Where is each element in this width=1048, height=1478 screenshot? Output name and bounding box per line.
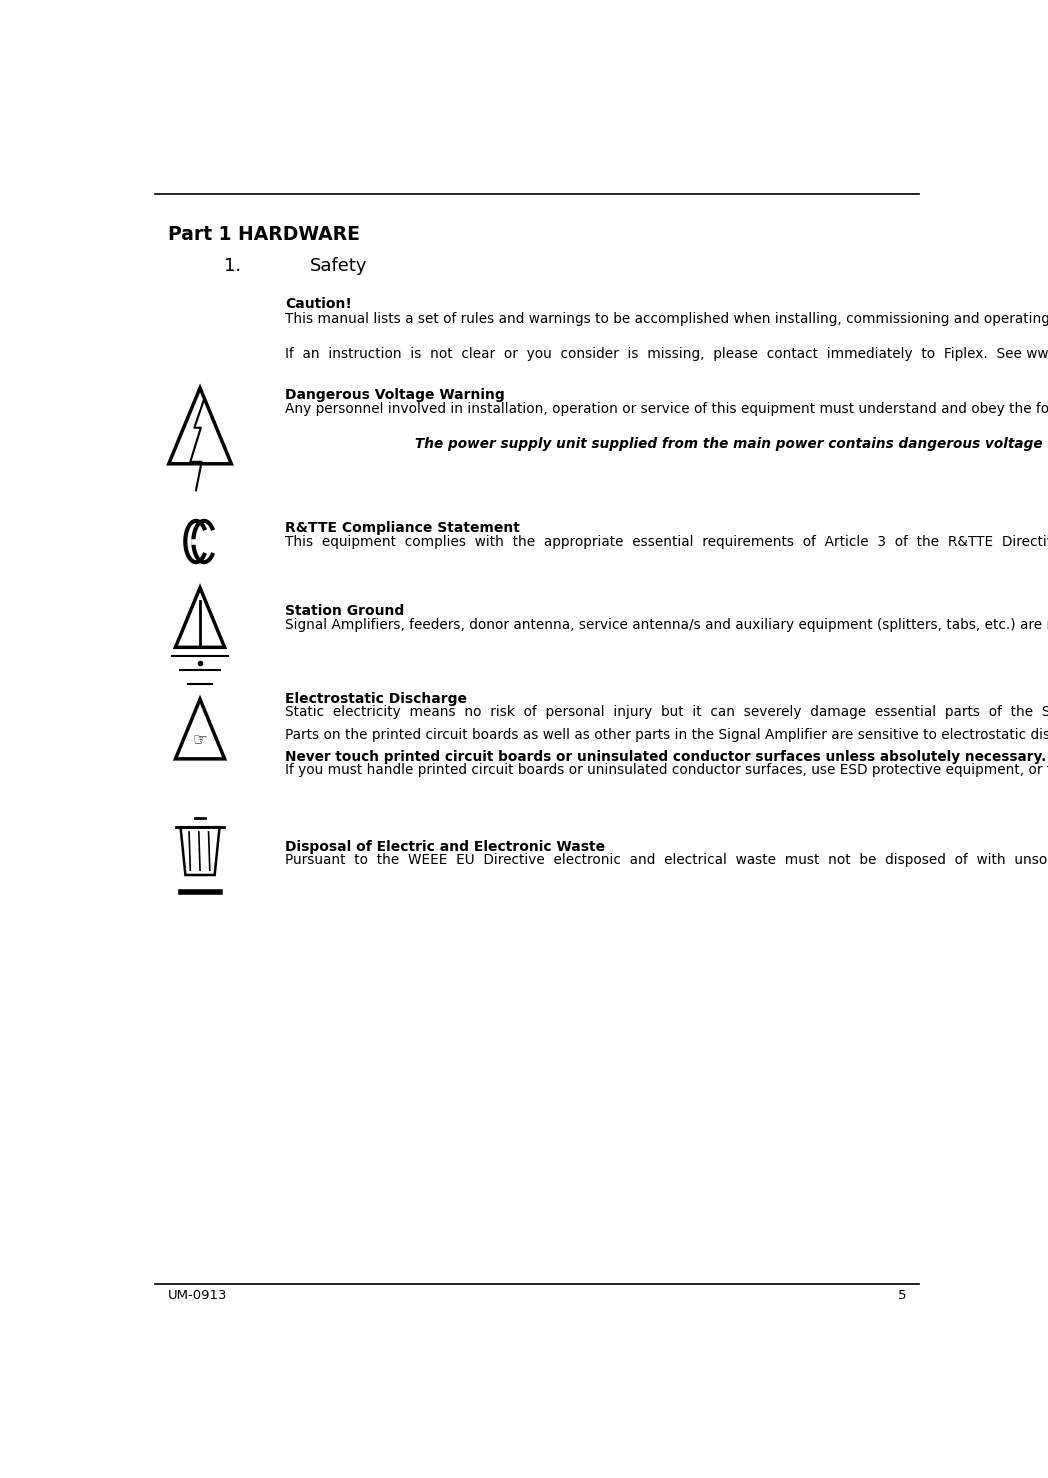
Text: Station Ground: Station Ground	[285, 605, 405, 618]
Text: UM-0913: UM-0913	[168, 1289, 227, 1302]
Text: This manual lists a set of rules and warnings to be accomplished when installing: This manual lists a set of rules and war…	[285, 312, 1048, 325]
Text: R&TTE Compliance Statement: R&TTE Compliance Statement	[285, 522, 520, 535]
Text: Part 1 HARDWARE: Part 1 HARDWARE	[168, 225, 359, 244]
Text: Signal Amplifiers, feeders, donor antenna, service antenna/s and auxiliary equip: Signal Amplifiers, feeders, donor antenn…	[285, 618, 1048, 631]
Text: If you must handle printed circuit boards or uninsulated conductor surfaces, use: If you must handle printed circuit board…	[285, 764, 1048, 777]
Text: This  equipment  complies  with  the  appropriate  essential  requirements  of  : This equipment complies with the appropr…	[285, 535, 1048, 548]
Text: Pursuant  to  the  WEEE  EU  Directive  electronic  and  electrical  waste  must: Pursuant to the WEEE EU Directive electr…	[285, 853, 1048, 868]
Text: Dangerous Voltage Warning: Dangerous Voltage Warning	[285, 387, 505, 402]
Text: Safety: Safety	[310, 257, 367, 275]
Text: Static  electricity  means  no  risk  of  personal  injury  but  it  can  severe: Static electricity means no risk of pers…	[285, 705, 1048, 720]
Text: If  an  instruction  is  not  clear  or  you  consider  is  missing,  please  co: If an instruction is not clear or you co…	[285, 347, 1048, 361]
Text: Parts on the printed circuit boards as well as other parts in the Signal Amplifi: Parts on the printed circuit boards as w…	[285, 729, 1048, 742]
Text: 1.: 1.	[224, 257, 241, 275]
Text: ☞: ☞	[193, 732, 208, 749]
Text: Never touch printed circuit boards or uninsulated conductor surfaces unless abso: Never touch printed circuit boards or un…	[285, 749, 1047, 764]
Text: Electrostatic Discharge: Electrostatic Discharge	[285, 692, 467, 706]
Text: Caution!: Caution!	[285, 297, 352, 310]
Text: Any personnel involved in installation, operation or service of this equipment m: Any personnel involved in installation, …	[285, 402, 1048, 415]
Text: Disposal of Electric and Electronic Waste: Disposal of Electric and Electronic Wast…	[285, 840, 606, 854]
Text: The power supply unit supplied from the main power contains dangerous voltage le: The power supply unit supplied from the …	[415, 437, 1048, 451]
Text: 5: 5	[898, 1289, 907, 1302]
